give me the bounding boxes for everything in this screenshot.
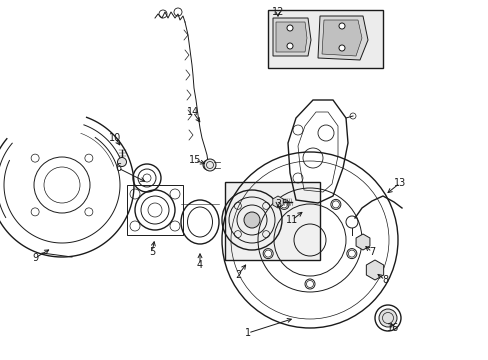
Polygon shape (321, 20, 361, 56)
Circle shape (286, 25, 292, 31)
Circle shape (286, 43, 292, 49)
Text: 3: 3 (274, 199, 281, 209)
Text: 1: 1 (244, 328, 250, 338)
Text: 5: 5 (148, 247, 155, 257)
Text: 7: 7 (368, 247, 374, 257)
Text: 11: 11 (285, 215, 298, 225)
Text: 2: 2 (234, 270, 241, 280)
Circle shape (279, 199, 288, 210)
Bar (267, 10, 382, 68)
Bar (224, 182, 319, 260)
Circle shape (244, 212, 260, 228)
Text: 12: 12 (271, 7, 284, 17)
Circle shape (378, 309, 396, 327)
Bar (127, 185, 183, 235)
Polygon shape (366, 260, 383, 280)
Polygon shape (317, 16, 367, 60)
Text: 4: 4 (197, 260, 203, 270)
Text: 10: 10 (109, 133, 121, 143)
Polygon shape (272, 18, 310, 56)
Circle shape (338, 23, 345, 29)
Text: 14: 14 (186, 107, 199, 117)
Text: 8: 8 (381, 275, 387, 285)
Circle shape (263, 249, 273, 258)
Circle shape (305, 279, 314, 289)
Text: 13: 13 (393, 178, 406, 188)
Text: 16: 16 (386, 323, 398, 333)
Circle shape (338, 45, 345, 51)
Circle shape (117, 158, 126, 166)
Polygon shape (275, 22, 306, 52)
Circle shape (203, 159, 216, 171)
Text: 15: 15 (188, 155, 201, 165)
Polygon shape (272, 196, 283, 208)
Text: 9: 9 (32, 253, 38, 263)
Polygon shape (355, 234, 369, 250)
Circle shape (346, 249, 356, 258)
Circle shape (330, 199, 340, 210)
Text: 6: 6 (115, 163, 121, 173)
